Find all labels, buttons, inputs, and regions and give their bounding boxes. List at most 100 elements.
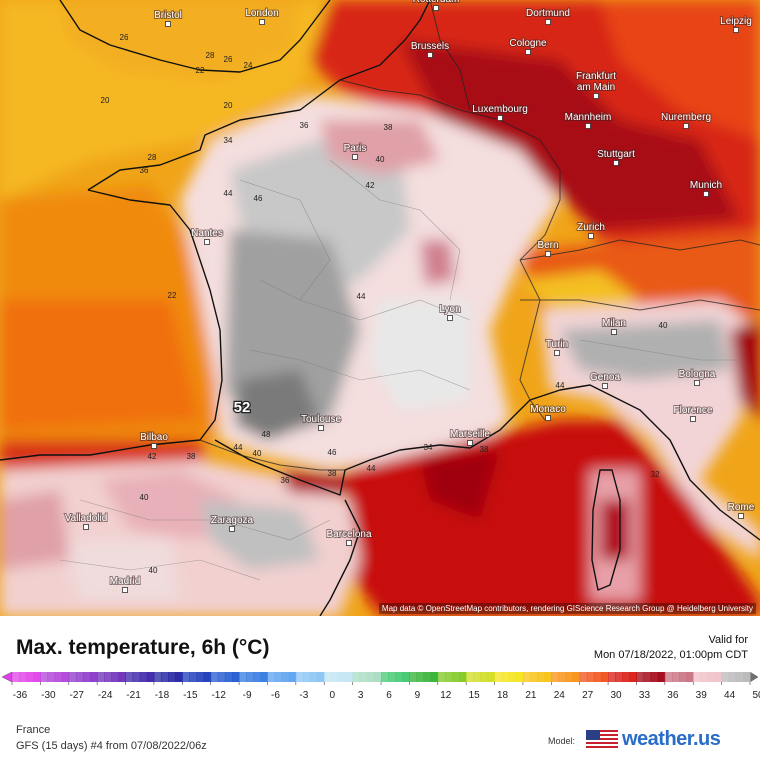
city-marker[interactable]: Paris — [343, 142, 367, 160]
scale-swatch — [224, 672, 233, 682]
scale-tick-label: -27 — [70, 690, 85, 701]
city-marker[interactable]: Leipzig — [719, 15, 753, 33]
city-dot — [204, 239, 210, 245]
city-marker[interactable]: Marseille — [449, 428, 491, 446]
city-marker[interactable]: Bern — [536, 239, 560, 257]
city-marker[interactable]: Lyon — [438, 303, 462, 321]
region-label: France — [16, 724, 51, 736]
city-label: Bristol — [154, 10, 182, 21]
city-label: Madrid — [110, 576, 141, 587]
isotherm-label: 22 — [196, 66, 205, 75]
city-label: Zurich — [577, 222, 605, 233]
city-label: Munich — [690, 180, 722, 191]
city-label: Bilbao — [140, 432, 168, 443]
isotherm-label: 38 — [328, 469, 337, 478]
scale-swatch — [388, 672, 396, 682]
isotherm-label: 20 — [224, 101, 233, 110]
scale-swatch — [90, 672, 98, 682]
scale-tick-label: 24 — [554, 690, 566, 701]
temperature-map[interactable]: 26 22 28 26 24 20 20 36 38 34 40 28 36 42 44 46 22 44 40 44… — [0, 0, 760, 616]
scale-swatch — [189, 672, 197, 682]
isotherm-label: 44 — [556, 381, 565, 390]
city-dot — [703, 191, 709, 197]
city-dot — [545, 251, 551, 257]
city-marker[interactable]: Rotterdam — [412, 0, 460, 11]
city-marker[interactable]: Luxembourg — [471, 103, 529, 121]
temperature-field — [0, 0, 760, 616]
city-marker[interactable]: Zurich — [576, 221, 606, 239]
scale-swatch — [139, 672, 148, 682]
city-marker[interactable]: Mannheim — [564, 111, 612, 129]
city-label: Paris — [344, 143, 367, 154]
city-label: Milan — [602, 318, 626, 329]
city-label: Valladolid — [65, 513, 108, 524]
city-marker[interactable]: Bristol — [153, 9, 183, 27]
isotherm-label: 26 — [120, 33, 129, 42]
isotherm-label: 24 — [244, 61, 253, 70]
city-marker[interactable]: Dortmund — [525, 7, 571, 25]
scale-swatch — [515, 672, 524, 682]
isotherm-label: 40 — [149, 566, 158, 575]
scale-swatch — [104, 672, 112, 682]
city-label: Dortmund — [526, 8, 570, 19]
city-label: Bern — [537, 240, 558, 251]
city-marker[interactable]: Toulouse — [300, 413, 342, 431]
city-marker[interactable]: London — [244, 7, 280, 25]
city-marker[interactable]: Cologne — [508, 37, 548, 55]
scale-swatch — [324, 672, 332, 682]
city-marker[interactable]: Nantes — [190, 227, 224, 245]
scale-swatch — [451, 672, 460, 682]
scale-swatch — [281, 672, 290, 682]
scale-swatch — [714, 672, 723, 682]
scale-tick-label: -18 — [155, 690, 170, 701]
city-marker[interactable]: Barcelona — [325, 528, 373, 546]
city-dot — [733, 27, 739, 33]
city-marker[interactable]: Valladolid — [64, 512, 108, 530]
city-marker[interactable]: Monaco — [529, 403, 567, 421]
scale-tick-label: -6 — [271, 690, 280, 701]
city-dot — [613, 160, 619, 166]
city-marker[interactable]: Zaragoza — [210, 514, 255, 532]
city-marker[interactable]: Bilbao — [139, 431, 169, 449]
city-marker[interactable]: Brussels — [410, 40, 450, 58]
scale-swatch — [132, 672, 141, 682]
scale-swatch — [608, 672, 616, 682]
scale-swatch — [125, 672, 134, 682]
scale-swatch — [629, 672, 637, 682]
city-label: Rome — [728, 502, 755, 513]
scale-arrow-right — [749, 671, 759, 683]
city-marker[interactable]: Rome — [727, 501, 756, 519]
city-marker[interactable]: Stuttgart — [596, 148, 636, 166]
scale-tick-label: -30 — [41, 690, 56, 701]
city-marker[interactable]: Florence — [673, 404, 714, 422]
city-label: Nantes — [191, 228, 223, 239]
city-marker[interactable]: Munich — [689, 179, 723, 197]
city-dot — [593, 93, 599, 99]
scale-swatch — [437, 672, 446, 682]
city-marker[interactable]: Nuremberg — [660, 111, 712, 129]
isotherm-label: 40 — [140, 493, 149, 502]
city-label: Cologne — [509, 38, 547, 49]
city-marker[interactable]: Bologna — [678, 368, 717, 386]
scale-swatch — [735, 672, 744, 682]
city-marker[interactable]: Milan — [601, 317, 627, 335]
city-label: Frankfurt — [576, 71, 616, 82]
scale-swatch — [693, 672, 701, 682]
scale-swatch — [501, 672, 510, 682]
scale-swatch — [572, 672, 581, 682]
city-dot — [585, 123, 591, 129]
city-dot — [525, 49, 531, 55]
city-dot — [352, 154, 358, 160]
weather-us-logo[interactable]: weather.us — [622, 728, 721, 750]
scale-swatch — [402, 672, 410, 682]
scale-swatch — [423, 672, 432, 682]
city-marker[interactable]: Turin — [545, 338, 569, 356]
city-label: Bologna — [679, 369, 716, 380]
city-marker[interactable]: Madrid — [109, 575, 141, 593]
scale-tick-label: 50 — [752, 690, 760, 701]
scale-swatch — [26, 672, 34, 682]
city-marker[interactable]: Genoa — [589, 371, 621, 389]
color-scale-ticks: -36 -30 -27 -24 -21 -18 -15 -12 -9 -6 -3 0 3 6 9 12 15 18… — [11, 682, 760, 701]
